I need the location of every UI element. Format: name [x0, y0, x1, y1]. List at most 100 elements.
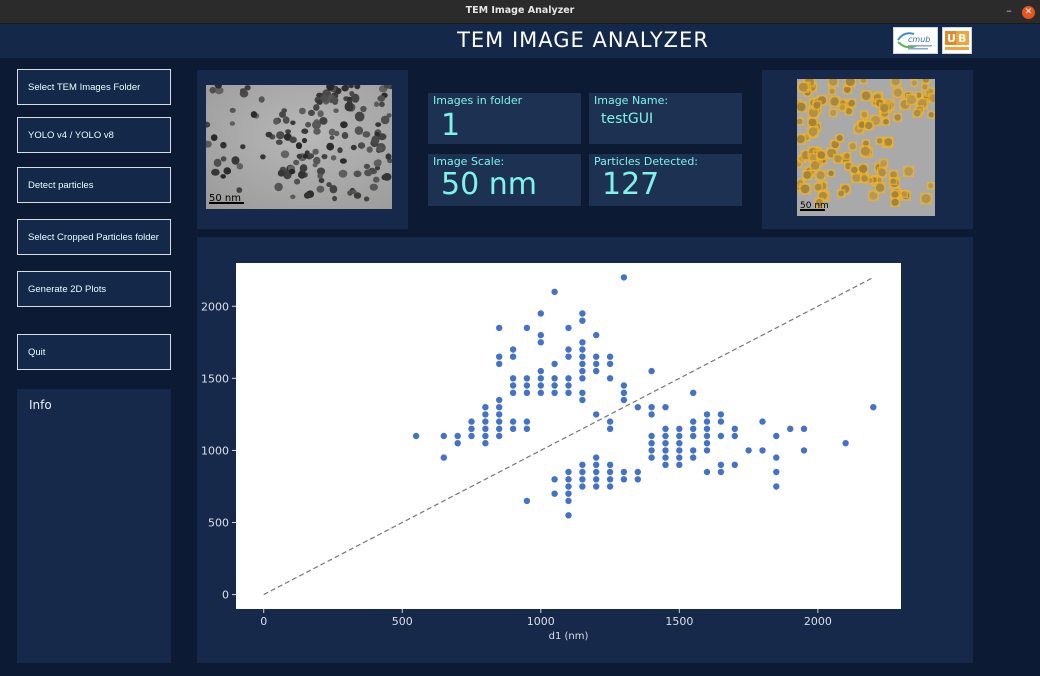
- data-point: [593, 331, 600, 339]
- data-point: [565, 382, 572, 389]
- yolo-version-button[interactable]: YOLO v4 / YOLO v8: [17, 117, 171, 153]
- y-tick-label: 1000: [201, 444, 229, 457]
- data-point: [648, 447, 655, 454]
- data-point: [703, 440, 711, 447]
- generate-2d-plots-button[interactable]: Generate 2D Plots: [17, 271, 171, 307]
- data-point: [690, 454, 697, 461]
- info-label: Info: [29, 398, 52, 412]
- data-point: [496, 360, 503, 368]
- data-point: [662, 454, 669, 461]
- detection-box: [815, 170, 826, 181]
- minimize-icon[interactable]: –: [1006, 4, 1012, 17]
- data-point: [703, 468, 711, 476]
- detection-box: [864, 120, 874, 131]
- data-point: [717, 432, 725, 440]
- data-point: [690, 432, 697, 440]
- ub-logo: U B: [942, 27, 972, 54]
- data-point: [551, 490, 558, 497]
- close-icon[interactable]: ✕: [1022, 6, 1035, 19]
- x-tick-label: 0: [260, 615, 267, 628]
- data-point: [606, 476, 614, 483]
- data-point: [676, 461, 683, 468]
- data-point: [593, 353, 600, 360]
- detection-box: [921, 74, 931, 84]
- detection-box: [877, 167, 888, 178]
- data-point: [606, 461, 614, 468]
- svg-text:U: U: [947, 32, 956, 45]
- tem-particle: [296, 153, 303, 159]
- tem-particle: [364, 169, 373, 177]
- tem-particle: [275, 139, 283, 145]
- detection-box: [828, 108, 838, 118]
- images-in-folder-value: 1: [441, 108, 461, 143]
- detection-box: [889, 177, 898, 186]
- detection-box: [795, 133, 807, 145]
- scale-bar-label: 50 nm: [209, 193, 241, 204]
- detection-box: [807, 117, 818, 128]
- tem-particle: [274, 182, 283, 192]
- data-point: [648, 440, 655, 447]
- data-point: [468, 432, 475, 440]
- data-point: [496, 411, 503, 418]
- tem-particle: [236, 187, 243, 193]
- data-point: [579, 468, 586, 476]
- detection-box: [892, 87, 904, 98]
- tem-particle: [362, 131, 371, 138]
- data-point: [523, 382, 531, 389]
- data-point: [593, 461, 600, 468]
- tem-particle: [376, 145, 384, 152]
- x-tick-label: 1000: [527, 615, 555, 628]
- x-tick-label: 1500: [665, 615, 693, 628]
- tem-particle: [258, 96, 265, 103]
- particles-detected-label: Particles Detected:: [594, 155, 699, 168]
- detection-box: [814, 197, 825, 208]
- data-point: [496, 432, 503, 440]
- data-point: [662, 432, 669, 440]
- data-point: [579, 317, 586, 324]
- data-point: [703, 418, 711, 425]
- select-cropped-particles-folder-button[interactable]: Select Cropped Particles folder: [17, 219, 171, 255]
- data-point: [800, 447, 808, 454]
- detected-particles-image: 50 nm: [793, 74, 939, 216]
- data-point: [717, 411, 725, 418]
- select-tem-images-folder-button[interactable]: Select TEM Images Folder: [17, 69, 171, 105]
- tem-particle: [378, 133, 387, 141]
- data-point: [620, 476, 628, 483]
- tem-particle: [282, 116, 290, 124]
- tem-particle: [330, 155, 337, 161]
- detection-box: [799, 183, 811, 195]
- tem-particle: [316, 167, 326, 176]
- data-point: [579, 396, 586, 404]
- data-point: [870, 404, 877, 411]
- data-point: [509, 353, 517, 360]
- image-name-box: Image Name: testGUI: [589, 93, 742, 144]
- y-tick-label: 0: [222, 589, 229, 602]
- data-point: [565, 476, 572, 483]
- data-point: [648, 411, 655, 418]
- data-point: [579, 389, 586, 396]
- tem-particle: [330, 97, 339, 104]
- data-point: [593, 360, 600, 368]
- tem-particle: [347, 190, 353, 196]
- data-point: [537, 331, 544, 339]
- image-scale-box: Image Scale: 50 nm: [428, 154, 581, 206]
- tem-particle: [229, 107, 236, 113]
- detection-box: [812, 100, 822, 111]
- data-point: [565, 324, 572, 332]
- detect-particles-button[interactable]: Detect particles: [17, 167, 171, 203]
- data-point: [551, 360, 558, 368]
- data-point: [579, 353, 586, 360]
- tem-particle: [203, 140, 212, 148]
- svg-text:cmub: cmub: [908, 35, 930, 44]
- detection-box: [843, 151, 852, 160]
- data-point: [676, 440, 683, 447]
- tem-particle: [353, 192, 362, 199]
- tem-particle: [326, 182, 332, 188]
- detection-box: [848, 141, 858, 151]
- tem-particle: [371, 135, 380, 145]
- app-header: TEM IMAGE ANALYZER cmub U B: [0, 24, 1040, 58]
- data-point: [731, 461, 738, 468]
- tem-particle: [339, 158, 347, 164]
- data-point: [579, 367, 586, 375]
- quit-button[interactable]: Quit: [17, 334, 171, 370]
